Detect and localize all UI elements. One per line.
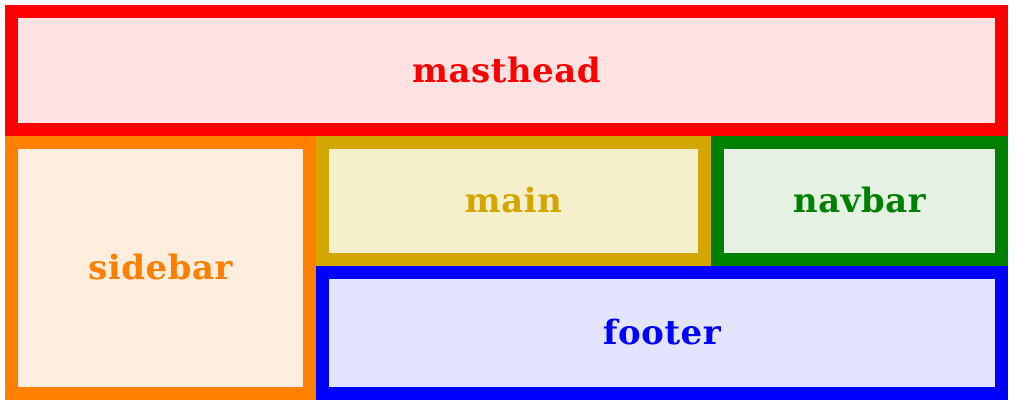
- main-label: main: [464, 181, 563, 221]
- sidebar-label: sidebar: [88, 248, 233, 288]
- navbar-region: navbar: [711, 136, 1008, 266]
- masthead-label: masthead: [411, 50, 601, 91]
- masthead-region: masthead: [5, 5, 1008, 136]
- footer-region: footer: [316, 266, 1008, 400]
- navbar-label: navbar: [792, 181, 927, 221]
- footer-label: footer: [602, 313, 722, 353]
- main-region: main: [316, 136, 711, 266]
- sidebar-region: sidebar: [5, 136, 316, 400]
